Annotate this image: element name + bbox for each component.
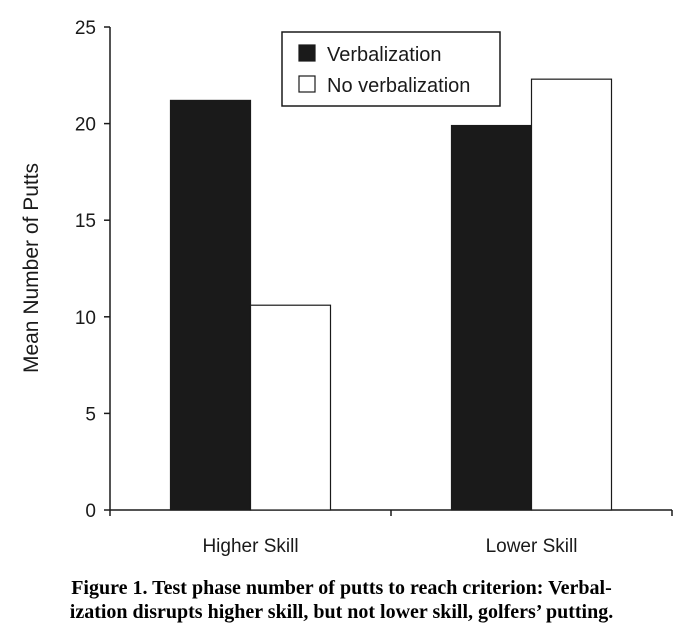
legend-swatch-verbalization bbox=[298, 44, 316, 62]
y-tick-label: 0 bbox=[85, 501, 96, 522]
caption-line-1: Figure 1. Test phase number of putts to … bbox=[71, 577, 612, 599]
legend-label-verbalization: Verbalization bbox=[327, 44, 442, 66]
legend: Verbalization No verbalization bbox=[281, 31, 501, 107]
bar-no-verbalization-lower-skill bbox=[530, 78, 613, 511]
legend-box bbox=[281, 31, 501, 107]
y-tick-label: 20 bbox=[75, 115, 96, 136]
y-axis: 0 5 10 15 20 25 bbox=[75, 18, 111, 522]
bar-chart: 0 5 10 15 20 25 Higher Skill Lower Skill Mean … bbox=[20, 18, 673, 557]
bar-verbalization-higher-skill bbox=[169, 99, 252, 511]
y-tick-label: 15 bbox=[75, 211, 96, 232]
y-tick-label: 10 bbox=[75, 308, 96, 329]
legend-swatch-no-verbalization bbox=[298, 75, 316, 93]
y-axis-label: Mean Number of Putts bbox=[20, 163, 43, 373]
caption-line-2: ization disrupts higher skill, but not l… bbox=[69, 601, 614, 623]
x-category-label: Lower Skill bbox=[486, 536, 578, 557]
y-tick-label: 5 bbox=[85, 404, 96, 425]
x-category-label: Higher Skill bbox=[202, 536, 298, 557]
legend-label-no-verbalization: No verbalization bbox=[327, 75, 470, 97]
bar-no-verbalization-higher-skill bbox=[249, 304, 332, 511]
figure-caption: Figure 1. Test phase number of putts to … bbox=[0, 576, 683, 624]
bar-verbalization-lower-skill bbox=[450, 124, 533, 511]
y-tick-label: 25 bbox=[75, 18, 96, 39]
bars bbox=[169, 78, 613, 511]
x-axis: Higher Skill Lower Skill bbox=[109, 509, 673, 557]
